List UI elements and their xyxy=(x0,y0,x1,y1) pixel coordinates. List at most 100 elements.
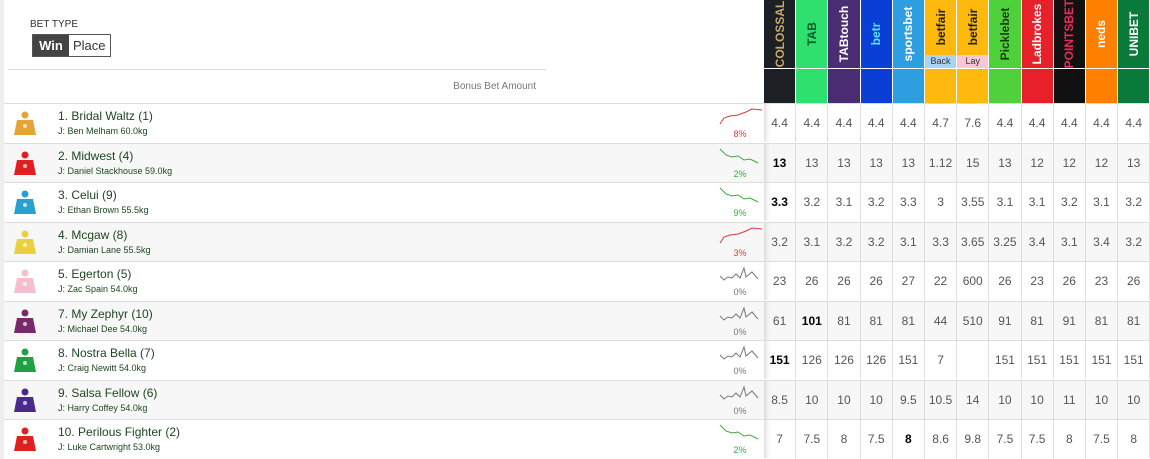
bookmaker-column-11[interactable]: UNIBET xyxy=(1118,0,1150,103)
runner-name[interactable]: 2. Midwest (4) xyxy=(58,148,134,163)
odds-cell[interactable]: 10 xyxy=(861,380,893,419)
odds-cell[interactable]: 26 xyxy=(828,262,861,301)
odds-cell[interactable]: 8 xyxy=(1054,420,1086,459)
odds-cell[interactable]: 44 xyxy=(925,301,958,340)
bookmaker-logo[interactable]: COLOSSAL xyxy=(764,0,796,68)
odds-cell[interactable]: 7.5 xyxy=(1086,420,1119,459)
odds-cell[interactable]: 151 xyxy=(989,341,1022,380)
odds-cell[interactable]: 13 xyxy=(989,143,1022,182)
odds-cell[interactable]: 7 xyxy=(764,420,797,459)
odds-cell[interactable]: 23 xyxy=(764,262,797,301)
odds-cell[interactable]: 151 xyxy=(1118,341,1150,380)
odds-cell[interactable]: 7 xyxy=(925,341,958,380)
odds-cell[interactable]: 126 xyxy=(828,341,861,380)
odds-cell[interactable]: 3.4 xyxy=(1022,222,1054,261)
odds-cell[interactable]: 10 xyxy=(796,380,829,419)
win-button[interactable]: Win xyxy=(33,35,69,56)
odds-cell[interactable]: 8 xyxy=(893,420,925,459)
odds-cell[interactable]: 151 xyxy=(1022,341,1054,380)
bookmaker-column-4[interactable]: sportsbet xyxy=(892,0,925,103)
bookmaker-logo[interactable]: betfair Back xyxy=(924,0,957,68)
bookmaker-logo[interactable]: POINTSBET xyxy=(1053,0,1085,68)
odds-cell[interactable]: 9.5 xyxy=(893,380,925,419)
odds-cell[interactable]: 8 xyxy=(1118,420,1150,459)
bookmaker-column-2[interactable]: TABtouch xyxy=(828,0,861,103)
odds-cell[interactable]: 7.5 xyxy=(1022,420,1054,459)
odds-cell[interactable]: 13 xyxy=(861,143,893,182)
odds-cell[interactable]: 8.6 xyxy=(925,420,958,459)
odds-cell[interactable]: 3.3 xyxy=(925,222,958,261)
odds-cell[interactable]: 3.3 xyxy=(893,183,925,222)
odds-cell[interactable]: 3.4 xyxy=(1086,222,1119,261)
odds-cell[interactable]: 4.4 xyxy=(1022,104,1054,143)
bookmaker-logo[interactable]: TABtouch xyxy=(828,0,860,68)
odds-cell[interactable]: 10 xyxy=(989,380,1022,419)
odds-cell[interactable]: 14 xyxy=(957,380,990,419)
runner-name[interactable]: 5. Egerton (5) xyxy=(58,267,132,281)
odds-cell[interactable]: 91 xyxy=(1054,301,1086,340)
odds-cell[interactable]: 15 xyxy=(957,143,990,182)
odds-cell[interactable]: 26 xyxy=(796,262,829,301)
odds-cell[interactable]: 3.1 xyxy=(1054,222,1086,261)
runner-name[interactable]: 3. Celui (9) xyxy=(58,188,117,202)
odds-cell[interactable]: 61 xyxy=(764,301,797,340)
odds-cell[interactable]: 23 xyxy=(1022,262,1054,301)
odds-cell[interactable]: 151 xyxy=(893,341,925,380)
odds-cell[interactable]: 3.2 xyxy=(1118,183,1150,222)
odds-cell[interactable]: 12 xyxy=(1086,143,1119,182)
odds-cell[interactable]: 4.4 xyxy=(893,104,925,143)
odds-cell[interactable]: 3.25 xyxy=(989,222,1022,261)
odds-cell[interactable]: 3.3 xyxy=(764,183,797,222)
odds-cell[interactable]: 8.5 xyxy=(764,380,797,419)
odds-cell[interactable]: 12 xyxy=(1054,143,1086,182)
odds-cell[interactable]: 13 xyxy=(764,143,797,182)
odds-cell[interactable]: 3.2 xyxy=(828,222,861,261)
odds-cell[interactable]: 3.1 xyxy=(828,183,861,222)
bookmaker-logo[interactable]: neds xyxy=(1085,0,1118,68)
odds-cell[interactable]: 26 xyxy=(861,262,893,301)
odds-cell[interactable]: 7.5 xyxy=(861,420,893,459)
odds-cell[interactable]: 10 xyxy=(1022,380,1054,419)
bookmaker-logo[interactable]: Ladbrokes xyxy=(1021,0,1053,68)
odds-cell[interactable]: 81 xyxy=(861,301,893,340)
odds-cell[interactable]: 26 xyxy=(1054,262,1086,301)
runner-name[interactable]: 10. Perilous Fighter (2) xyxy=(58,425,181,439)
odds-cell[interactable]: 7.5 xyxy=(989,420,1022,459)
odds-cell[interactable]: 13 xyxy=(828,143,861,182)
odds-cell[interactable]: 81 xyxy=(1022,301,1054,340)
odds-cell[interactable] xyxy=(957,341,990,380)
runner-name[interactable]: 4. Mcgaw (8) xyxy=(58,227,128,242)
odds-cell[interactable]: 7.6 xyxy=(957,104,990,143)
bookmaker-column-10[interactable]: neds xyxy=(1085,0,1119,103)
odds-cell[interactable]: 1.12 xyxy=(925,143,958,182)
odds-cell[interactable]: 3.2 xyxy=(1118,222,1150,261)
bookmaker-column-7[interactable]: Picklebet xyxy=(989,0,1022,103)
bookmaker-column-3[interactable]: betr xyxy=(860,0,893,103)
odds-cell[interactable]: 11 xyxy=(1054,380,1086,419)
odds-cell[interactable]: 10.5 xyxy=(925,380,958,419)
bookmaker-logo[interactable]: betr xyxy=(860,0,892,68)
bookmaker-column-0[interactable]: COLOSSAL xyxy=(764,0,797,103)
odds-cell[interactable]: 81 xyxy=(1118,301,1150,340)
odds-cell[interactable]: 4.4 xyxy=(861,104,893,143)
odds-cell[interactable]: 4.4 xyxy=(989,104,1022,143)
odds-cell[interactable]: 13 xyxy=(893,143,925,182)
bookmaker-logo[interactable]: sportsbet xyxy=(892,0,924,68)
runner-name[interactable]: 7. My Zephyr (10) xyxy=(58,306,153,321)
odds-cell[interactable]: 510 xyxy=(957,301,990,340)
odds-cell[interactable]: 4.4 xyxy=(1054,104,1086,143)
runner-name[interactable]: 1. Bridal Waltz (1) xyxy=(58,109,153,123)
odds-cell[interactable]: 91 xyxy=(989,301,1022,340)
place-button[interactable]: Place xyxy=(73,38,106,53)
odds-cell[interactable]: 151 xyxy=(764,341,797,380)
odds-cell[interactable]: 4.4 xyxy=(1118,104,1150,143)
odds-cell[interactable]: 3 xyxy=(925,183,958,222)
odds-cell[interactable]: 101 xyxy=(796,301,829,340)
odds-cell[interactable]: 23 xyxy=(1086,262,1119,301)
odds-cell[interactable]: 3.1 xyxy=(989,183,1022,222)
odds-cell[interactable]: 4.4 xyxy=(828,104,861,143)
odds-cell[interactable]: 3.2 xyxy=(861,183,893,222)
odds-cell[interactable]: 4.4 xyxy=(764,104,797,143)
odds-cell[interactable]: 3.2 xyxy=(796,183,829,222)
odds-cell[interactable]: 126 xyxy=(861,341,893,380)
